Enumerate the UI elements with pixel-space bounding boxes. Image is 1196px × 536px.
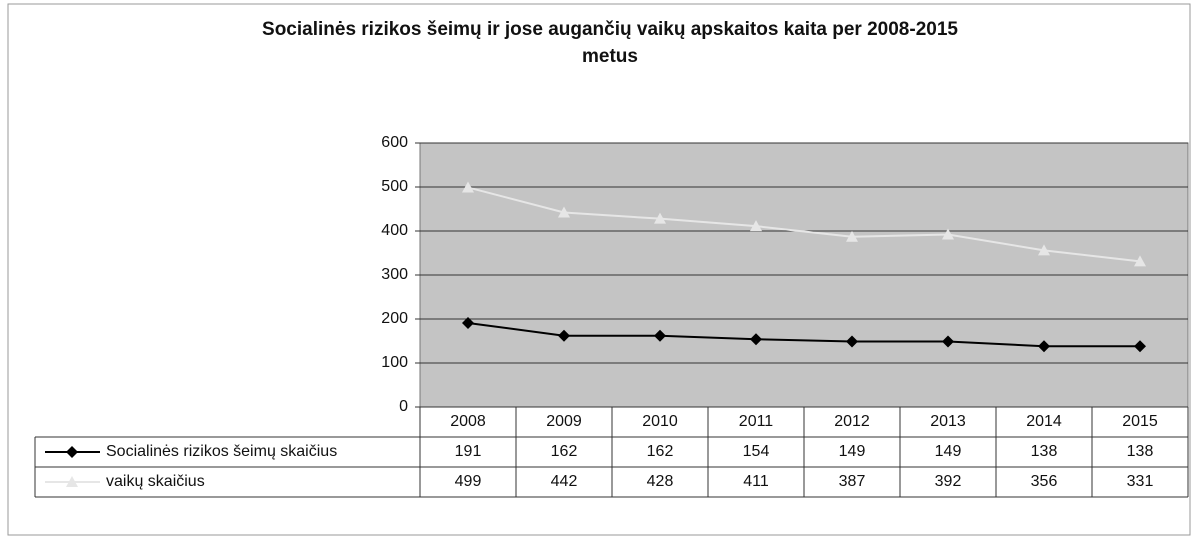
point <box>462 181 474 193</box>
x-tick-label: 2009 <box>546 413 582 430</box>
x-tick-label: 2015 <box>1122 413 1158 430</box>
table-value: 191 <box>455 443 482 460</box>
x-tick-label: 2008 <box>450 413 486 430</box>
point <box>654 329 666 342</box>
point <box>750 220 762 232</box>
y-tick-label: 500 <box>381 178 408 195</box>
point <box>654 212 666 224</box>
series-line <box>467 186 1141 263</box>
y-tick-label: 300 <box>381 266 408 283</box>
table-value: 138 <box>1127 443 1154 460</box>
table-value: 356 <box>1031 473 1058 490</box>
x-tick-label: 2013 <box>930 413 966 430</box>
legend-label: vaikų skaičius <box>106 473 205 490</box>
point <box>558 329 570 342</box>
table-value: 331 <box>1127 473 1154 490</box>
table-value: 138 <box>1031 443 1058 460</box>
table-value: 442 <box>551 473 578 490</box>
point <box>846 335 858 348</box>
table-value: 411 <box>743 473 769 490</box>
y-tick-label: 400 <box>381 222 408 239</box>
x-tick-label: 2011 <box>739 413 774 430</box>
x-tick-label: 2012 <box>834 413 870 430</box>
table-value: 499 <box>455 473 482 490</box>
point <box>1038 244 1050 256</box>
point <box>1134 340 1146 353</box>
legend-marker <box>66 446 78 458</box>
legend-label: Socialinės rizikos šeimų skaičius <box>106 443 337 460</box>
table-value: 149 <box>839 443 866 460</box>
chart-title: Socialinės rizikos šeimų ir jose auganči… <box>262 19 958 40</box>
y-tick-label: 600 <box>381 134 408 151</box>
table-value: 392 <box>935 473 962 490</box>
legend-marker <box>66 476 78 487</box>
point <box>558 206 570 218</box>
y-tick-label: 0 <box>399 398 408 415</box>
point <box>462 316 474 329</box>
series-line <box>467 321 1140 348</box>
table-value: 428 <box>647 473 674 490</box>
point <box>846 230 858 242</box>
y-tick-label: 100 <box>381 354 408 371</box>
table-value: 387 <box>839 473 866 490</box>
x-tick-label: 2010 <box>642 413 678 430</box>
point <box>1134 255 1146 267</box>
table-value: 162 <box>647 443 674 460</box>
chart-title: metus <box>582 46 638 67</box>
point <box>942 335 954 348</box>
table-value: 149 <box>935 443 962 460</box>
point <box>750 333 762 346</box>
point <box>1038 340 1050 353</box>
table-value: 154 <box>743 443 770 460</box>
y-tick-label: 200 <box>381 310 408 327</box>
table-value: 162 <box>551 443 578 460</box>
point <box>942 228 954 240</box>
x-tick-label: 2014 <box>1026 413 1062 430</box>
